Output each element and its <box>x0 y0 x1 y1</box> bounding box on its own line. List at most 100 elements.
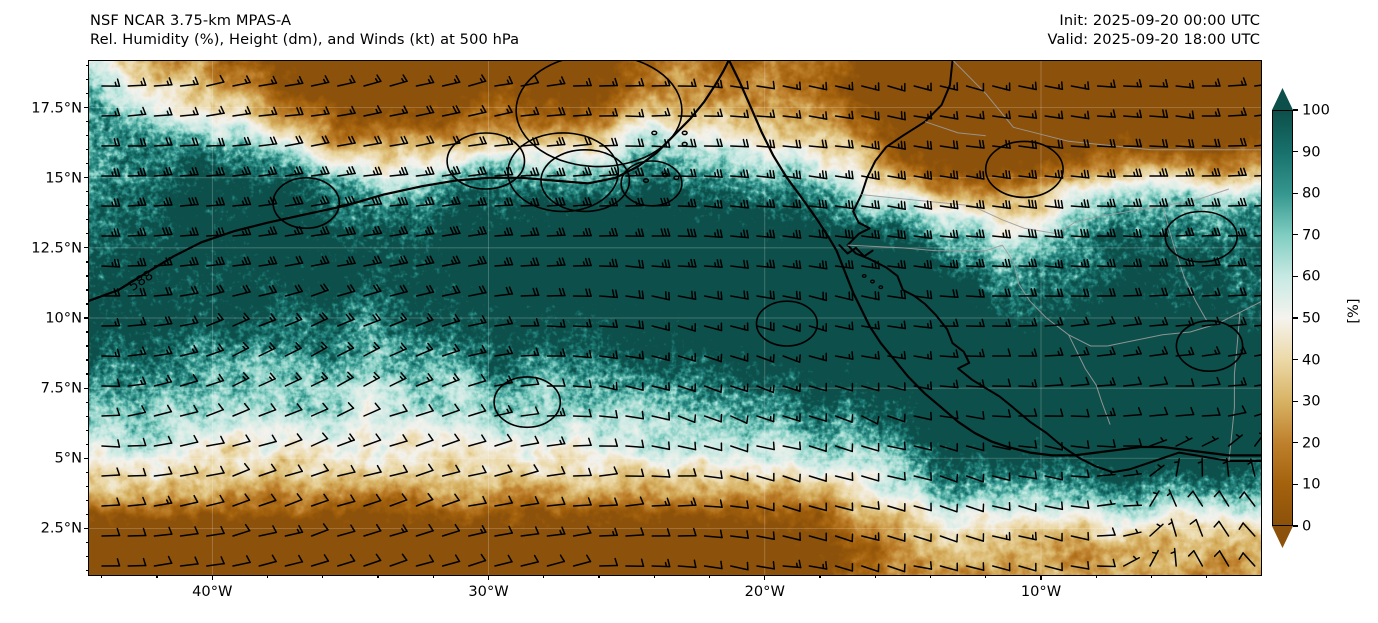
y-axis-minor-tick <box>85 373 88 375</box>
colorbar-tick <box>1293 483 1298 485</box>
colorbar-tick-label: 80 <box>1302 184 1321 202</box>
y-axis-label: 7.5°N <box>40 379 82 397</box>
y-axis-minor-tick <box>85 275 88 277</box>
model-name-line: NSF NCAR 3.75-km MPAS-A <box>90 12 292 29</box>
x-axis-minor-tick <box>708 576 711 579</box>
y-axis-minor-tick <box>85 513 88 515</box>
y-axis-minor-tick <box>85 135 88 137</box>
x-axis-minor-tick <box>156 576 158 579</box>
x-axis-minor-tick <box>929 576 932 579</box>
colorbar-tick <box>1293 442 1298 444</box>
y-axis-minor-tick <box>85 289 88 291</box>
y-axis-minor-tick <box>85 415 88 417</box>
x-axis-minor-tick <box>322 576 324 579</box>
x-axis-tick <box>764 576 766 580</box>
y-axis-label: 5°N <box>54 449 83 467</box>
x-axis-label: 30°W <box>468 583 509 600</box>
x-axis-minor-tick <box>1095 576 1097 579</box>
y-axis-minor-tick <box>85 471 88 473</box>
y-axis-minor-tick <box>85 345 88 347</box>
colorbar-tick-label: 70 <box>1302 226 1321 244</box>
y-axis-label: 2.5°N <box>40 519 82 537</box>
map-plot-area: 588 <box>88 60 1262 576</box>
y-axis-minor-tick <box>85 163 88 165</box>
y-axis-minor-tick <box>85 191 88 193</box>
x-axis-tick <box>211 576 213 580</box>
y-axis-minor-tick <box>85 205 88 207</box>
colorbar-extend-bottom <box>1272 526 1293 548</box>
y-axis-tick <box>84 457 88 459</box>
y-axis-minor-tick <box>85 331 88 333</box>
x-axis-minor-tick <box>819 576 821 579</box>
colorbar-tick <box>1293 234 1298 236</box>
init-time-label: Init: 2025-09-20 00:00 UTC <box>1059 12 1260 29</box>
y-axis-minor-tick <box>85 65 88 67</box>
y-axis-minor-tick <box>85 555 88 557</box>
colorbar-tick <box>1293 400 1298 402</box>
colorbar-tick-label: 0 <box>1302 517 1312 535</box>
y-axis-label: 17.5°N <box>31 99 82 117</box>
y-axis-minor-tick <box>85 541 88 543</box>
y-axis-minor-tick <box>85 359 88 361</box>
y-axis-minor-tick <box>85 443 88 445</box>
colorbar-tick-label: 50 <box>1302 309 1321 327</box>
y-axis-tick <box>84 387 88 389</box>
x-axis-minor-tick <box>377 576 379 579</box>
x-axis-minor-tick <box>598 576 600 579</box>
y-axis-label: 15°N <box>45 169 82 187</box>
y-axis-tick <box>84 247 88 249</box>
x-axis-minor-tick <box>653 576 655 579</box>
colorbar-tick-label: 60 <box>1302 267 1321 285</box>
y-axis-minor-tick <box>85 499 88 501</box>
y-axis-minor-tick <box>85 233 88 235</box>
y-axis-tick <box>84 107 88 109</box>
y-axis-minor-tick <box>85 401 88 403</box>
x-axis-tick <box>487 576 490 580</box>
x-axis-minor-tick <box>266 576 269 579</box>
colorbar-gradient <box>1273 111 1292 525</box>
x-axis-minor-tick <box>874 576 876 579</box>
relative-humidity-field <box>88 60 1262 576</box>
colorbar-tick <box>1293 192 1298 194</box>
y-axis-label: 12.5°N <box>31 239 82 257</box>
colorbar-tick <box>1293 275 1298 277</box>
colorbar-tick-label: 40 <box>1302 351 1321 369</box>
valid-time-label: Valid: 2025-09-20 18:00 UTC <box>1047 31 1260 48</box>
colorbar-tick <box>1293 109 1298 111</box>
chart-time-block: Init: 2025-09-20 00:00 UTC Valid: 2025-0… <box>1048 11 1261 49</box>
colorbar <box>1272 88 1293 548</box>
colorbar-body <box>1272 110 1293 526</box>
y-axis-minor-tick <box>85 219 88 221</box>
colorbar-tick-label: 10 <box>1302 475 1321 493</box>
y-axis-minor-tick <box>85 429 88 431</box>
colorbar-tick-label: 20 <box>1302 434 1321 452</box>
y-axis-minor-tick <box>85 149 88 151</box>
y-axis-minor-tick <box>85 485 88 487</box>
colorbar-tick <box>1293 525 1298 527</box>
y-axis-minor-tick <box>85 93 88 95</box>
colorbar-extend-top <box>1272 88 1293 110</box>
x-axis-label: 40°W <box>192 583 233 600</box>
colorbar-unit-label: [%] <box>1345 298 1363 324</box>
colorbar-tick <box>1293 151 1298 153</box>
x-axis-minor-tick <box>101 576 103 579</box>
y-axis-minor-tick <box>85 79 88 81</box>
x-axis-label: 10°W <box>1020 583 1062 600</box>
x-axis-label: 20°W <box>744 583 785 600</box>
colorbar-tick-label: 30 <box>1302 392 1321 410</box>
colorbar-tick <box>1293 317 1298 319</box>
y-axis-tick <box>84 527 88 529</box>
y-axis-tick <box>84 177 88 179</box>
y-axis-minor-tick <box>85 261 88 263</box>
x-axis-minor-tick <box>432 576 434 579</box>
x-axis-minor-tick <box>543 576 545 579</box>
y-axis-minor-tick <box>85 121 88 123</box>
x-axis-minor-tick <box>1206 576 1208 579</box>
wind-barbs-layer <box>101 74 1262 573</box>
colorbar-tick-label: 100 <box>1302 101 1330 119</box>
y-axis-minor-tick <box>85 569 88 571</box>
y-axis-minor-tick <box>85 303 88 305</box>
y-axis-label: 10°N <box>45 309 82 327</box>
colorbar-tick <box>1293 359 1298 361</box>
